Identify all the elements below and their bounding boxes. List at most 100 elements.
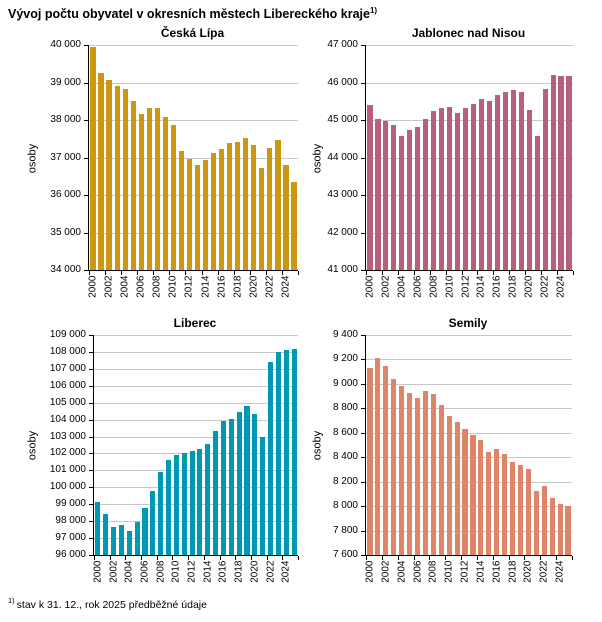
x-tick (281, 271, 283, 275)
y-tick-label: 9 200 (332, 353, 358, 364)
bar-2015 (486, 451, 492, 555)
x-tick (250, 556, 252, 560)
gridline (94, 453, 298, 455)
bar-2019 (518, 92, 524, 270)
bar-2005 (130, 101, 136, 270)
bar-2004 (399, 386, 405, 555)
x-tick-label: 2014 (475, 560, 487, 583)
x-tick-label: 2024 (554, 560, 566, 583)
bar-2010 (446, 415, 452, 555)
y-tick-label: 8 200 (332, 476, 358, 487)
bar-2016 (219, 148, 225, 270)
bar-2004 (399, 136, 405, 270)
bar-2001 (375, 357, 381, 555)
y-tick (361, 384, 365, 385)
x-tick-label: 2002 (380, 275, 392, 298)
plot-area (93, 335, 298, 556)
x-tick (188, 556, 190, 560)
x-tick (217, 271, 219, 275)
bar-2023 (275, 140, 281, 270)
gridline (366, 383, 572, 385)
x-tick-label: 2022 (265, 560, 277, 583)
x-tick (572, 556, 573, 560)
bar-2016 (220, 420, 226, 555)
gridline (366, 45, 573, 46)
x-tick-label: 2008 (427, 560, 439, 583)
x-tick-label: 2006 (135, 275, 147, 298)
bar-2014 (205, 443, 211, 555)
bar-2002 (383, 365, 389, 555)
y-tick (361, 433, 365, 434)
bar-2003 (391, 125, 397, 270)
x-tick (429, 556, 431, 560)
y-tick (89, 470, 93, 471)
y-tick (361, 531, 365, 532)
bar-2022 (541, 485, 547, 555)
bar-2024 (557, 503, 563, 555)
x-tick-label: 2004 (119, 275, 131, 298)
x-tick (477, 271, 479, 275)
x-tick (557, 271, 559, 275)
gridline (366, 82, 573, 84)
y-tick-label: 34 000 (50, 264, 81, 275)
bar-2020 (251, 144, 257, 270)
x-tick-label: 2012 (460, 275, 472, 298)
x-tick (121, 271, 123, 275)
y-tick-label: 109 000 (49, 329, 86, 340)
x-tick (219, 556, 221, 560)
y-tick (361, 506, 365, 507)
x-tick (366, 271, 367, 275)
gridline (366, 432, 572, 434)
bar-2005 (407, 393, 413, 555)
x-tick-label: 2006 (139, 560, 151, 583)
x-tick (381, 271, 383, 275)
bar-2012 (186, 159, 193, 270)
x-tick-label: 2016 (491, 560, 503, 583)
bar-2006 (142, 507, 148, 555)
x-tick-label: 2022 (539, 275, 551, 298)
page-title-text: Vývoj počtu obyvatel v okresních městech… (8, 7, 370, 22)
x-tick-label: 2018 (232, 275, 244, 298)
bar-2021 (260, 437, 266, 555)
x-tick (429, 271, 431, 275)
bar-2020 (526, 109, 532, 270)
bar-2024 (283, 350, 289, 555)
chart-title: Semily (448, 316, 488, 330)
bar-2021 (534, 135, 540, 270)
y-tick-label: 40 000 (50, 39, 81, 50)
y-tick-label: 36 000 (50, 189, 81, 200)
y-tick-label: 37 000 (50, 152, 81, 163)
plot-area (88, 45, 298, 271)
bar-2003 (114, 86, 120, 270)
bar-2006 (415, 127, 421, 270)
gridline (366, 120, 573, 121)
x-tick-label: 2002 (103, 275, 115, 298)
gridline (94, 538, 298, 540)
y-tick-label: 107 000 (49, 363, 86, 374)
x-tick-label: 2004 (396, 560, 408, 583)
y-tick-label: 98 000 (55, 515, 86, 526)
bar-2000 (95, 501, 101, 555)
bar-2008 (158, 472, 164, 555)
bar-2001 (98, 73, 104, 270)
y-tick-label: 39 000 (50, 77, 81, 88)
bar-2011 (454, 422, 460, 555)
y-tick (361, 555, 365, 556)
bar-2008 (154, 108, 160, 270)
x-tick (94, 556, 95, 560)
gridline (89, 82, 298, 84)
gridline (366, 157, 573, 159)
x-tick (413, 271, 415, 275)
x-tick (492, 556, 494, 560)
y-tick (89, 555, 93, 556)
gridline (366, 457, 572, 459)
x-tick-label: 2004 (123, 560, 135, 583)
bar-2008 (430, 394, 436, 555)
chart-ceska-lipa: Česká Lípa osoby 34 000 35 000 36 000 37 00… (4, 24, 299, 312)
gridline (366, 232, 573, 234)
bar-2017 (227, 142, 233, 270)
x-tick (366, 556, 367, 560)
y-tick-label: 8 800 (332, 402, 358, 413)
y-tick-label: 35 000 (50, 227, 81, 238)
x-tick (125, 556, 127, 560)
